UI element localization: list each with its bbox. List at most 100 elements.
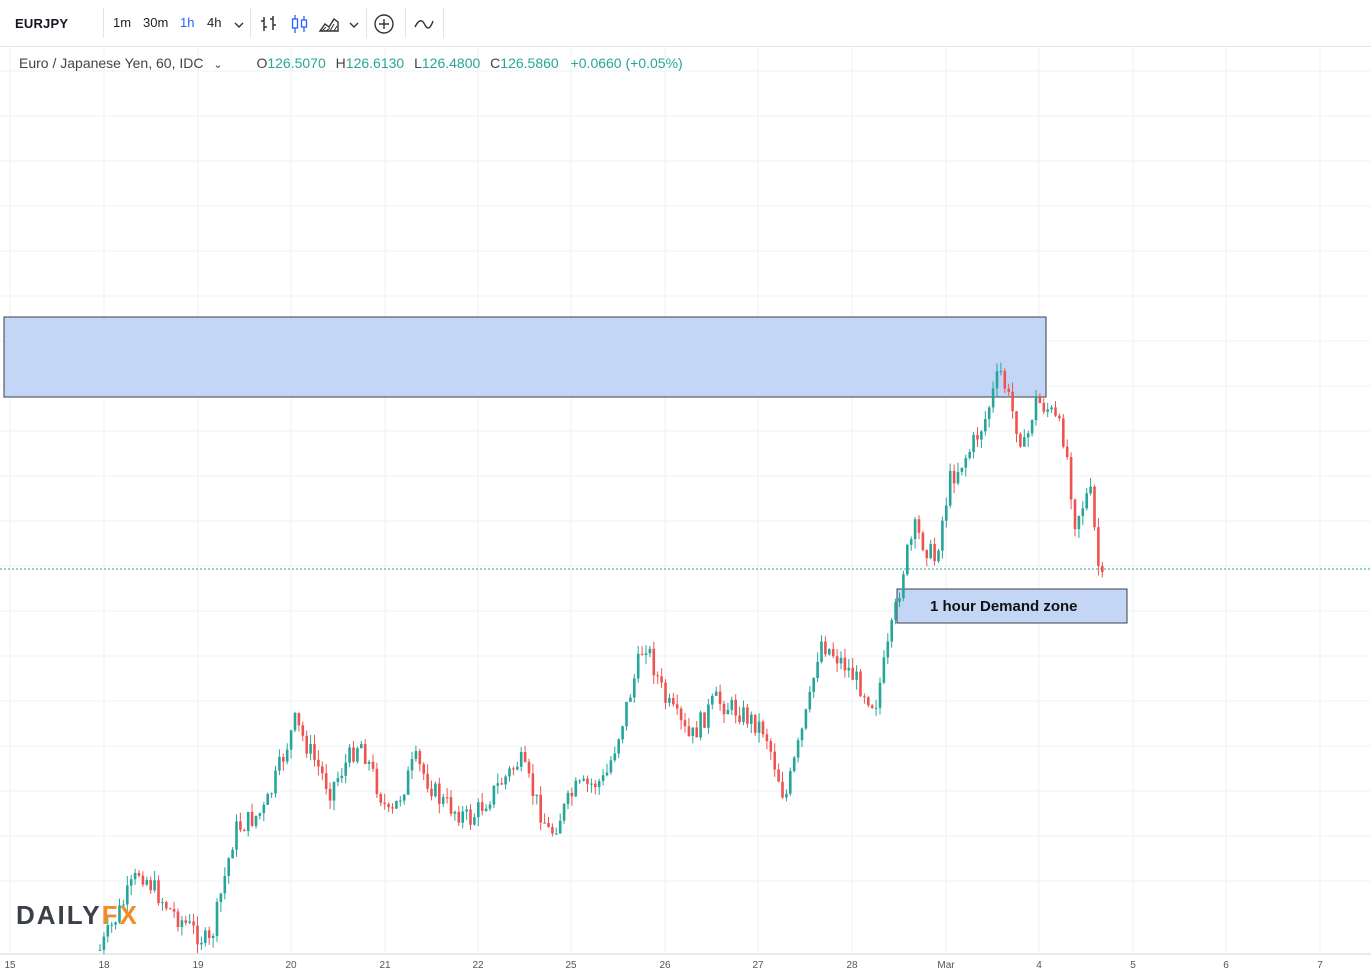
candle-body bbox=[547, 823, 550, 828]
candle-body bbox=[422, 764, 425, 774]
candle-body bbox=[98, 949, 102, 951]
candle-body bbox=[223, 875, 227, 894]
area-style-icon[interactable] bbox=[318, 13, 340, 35]
candle-body bbox=[395, 800, 398, 809]
x-axis-tick-label: 4 bbox=[1036, 960, 1042, 969]
candle-body bbox=[1042, 402, 1046, 412]
candle-body bbox=[726, 709, 730, 715]
candle-body bbox=[1015, 411, 1018, 434]
x-axis-tick-label: 5 bbox=[1130, 960, 1136, 969]
candle-body bbox=[800, 728, 804, 741]
candle-body bbox=[1034, 396, 1038, 421]
candle-body bbox=[746, 707, 749, 724]
candle-body bbox=[344, 762, 347, 776]
candle-body bbox=[180, 920, 184, 928]
candle-body bbox=[687, 726, 691, 736]
chevron-down-icon[interactable] bbox=[230, 14, 248, 34]
candle-body bbox=[258, 813, 262, 816]
chevron-down-icon[interactable] bbox=[345, 14, 363, 34]
candle-body bbox=[484, 808, 488, 811]
candle-body bbox=[297, 712, 301, 726]
candle-body bbox=[999, 370, 1003, 372]
candle-body bbox=[449, 797, 453, 814]
candle-body bbox=[293, 712, 297, 731]
candle-body bbox=[539, 794, 542, 823]
candle-body bbox=[937, 550, 940, 562]
series-title[interactable]: Euro / Japanese Yen, 60, IDC bbox=[19, 55, 204, 71]
interval-4h-button[interactable]: 4h bbox=[207, 15, 222, 30]
candle-body bbox=[629, 697, 632, 702]
candle-body bbox=[636, 653, 640, 679]
high-value: 126.6130 bbox=[345, 55, 405, 71]
candle-body bbox=[769, 741, 773, 752]
candle-body bbox=[941, 520, 944, 551]
dailyfx-logo: DAILYFX bbox=[16, 900, 139, 931]
candle-body bbox=[321, 766, 324, 774]
candle-body bbox=[601, 775, 605, 782]
logo-text-fx: FX bbox=[101, 900, 139, 930]
candle-body bbox=[192, 921, 195, 926]
candle-style-icon[interactable] bbox=[288, 13, 310, 35]
interval-30m-button[interactable]: 30m bbox=[143, 15, 169, 30]
candle-body bbox=[633, 678, 636, 698]
toolbar-divider bbox=[250, 8, 251, 38]
open-value: 126.5070 bbox=[267, 55, 326, 71]
candle-body bbox=[379, 794, 383, 803]
toolbar-divider bbox=[103, 8, 104, 38]
candle-body bbox=[1030, 420, 1034, 434]
candle-body bbox=[984, 419, 987, 432]
candle-body bbox=[211, 935, 215, 939]
bar-style-icon[interactable] bbox=[258, 13, 280, 35]
candle-body bbox=[165, 902, 168, 909]
candle-body bbox=[473, 817, 476, 825]
candle-body bbox=[266, 794, 269, 805]
candle-body bbox=[714, 691, 718, 696]
symbol-search-button[interactable]: EURJPY bbox=[15, 16, 69, 31]
candle-body bbox=[570, 792, 574, 797]
candle-body bbox=[831, 648, 835, 657]
interval-1m-button[interactable]: 1m bbox=[113, 15, 132, 30]
compare-icon[interactable] bbox=[413, 13, 435, 35]
x-axis-tick-label: 27 bbox=[752, 960, 764, 969]
candle-body bbox=[917, 519, 921, 533]
candle-body bbox=[149, 880, 152, 891]
candle-body bbox=[348, 747, 351, 763]
candle-body bbox=[952, 470, 956, 484]
interval-1h-button[interactable]: 1h bbox=[180, 15, 195, 30]
candle-body bbox=[332, 782, 336, 801]
candle-body bbox=[418, 751, 422, 765]
price-chart[interactable]: 15 18 19 20 21 22 25 26 27 28 Mar 4 5 6 7 bbox=[0, 46, 1371, 969]
low-label: L bbox=[414, 55, 422, 71]
candle-body bbox=[863, 696, 866, 698]
chart-toolbar: EURJPY 1m 30m 1h 4h bbox=[0, 0, 1371, 47]
add-indicator-icon[interactable] bbox=[373, 13, 395, 35]
candle-body bbox=[1007, 388, 1010, 392]
candle-body bbox=[722, 703, 726, 715]
candle-body bbox=[948, 470, 952, 506]
toolbar-divider bbox=[443, 8, 444, 38]
candle-body bbox=[824, 641, 827, 655]
candle-body bbox=[282, 756, 285, 762]
candle-body bbox=[383, 802, 386, 805]
candle-body bbox=[114, 922, 117, 925]
demand-zone-label: 1 hour Demand zone bbox=[930, 598, 1078, 615]
candle-body bbox=[438, 783, 441, 804]
candle-body bbox=[461, 811, 464, 823]
candle-body bbox=[1023, 437, 1026, 447]
candle-body bbox=[141, 875, 145, 885]
candle-body bbox=[246, 811, 250, 832]
candle-body bbox=[812, 678, 815, 692]
candle-body bbox=[909, 539, 913, 545]
candle-body bbox=[126, 885, 129, 905]
candle-body bbox=[184, 920, 188, 923]
candle-body bbox=[480, 802, 484, 811]
high-label: H bbox=[335, 55, 346, 71]
low-value: 126.4800 bbox=[421, 55, 481, 71]
close-value: 126.5860 bbox=[500, 55, 559, 71]
candle-body bbox=[309, 743, 312, 754]
x-axis-tick-label: 7 bbox=[1317, 960, 1323, 969]
candle-body bbox=[1101, 565, 1104, 572]
candle-body bbox=[613, 753, 617, 761]
chevron-down-icon[interactable]: ⌄ bbox=[213, 59, 223, 71]
candle-body bbox=[711, 695, 714, 705]
